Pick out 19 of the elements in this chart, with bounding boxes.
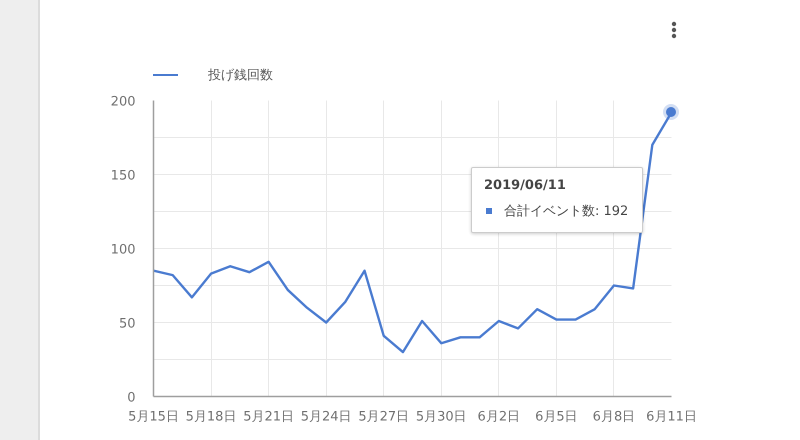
y-tick-label: 200 <box>110 94 136 110</box>
annotation: 2019/06/11 <box>484 177 567 195</box>
x-tick-label: 5月27日 <box>358 410 410 424</box>
tooltip: 2019/06/11 合計イベント数: 192 <box>471 167 644 233</box>
annotation: 合計イベント数: 192 <box>503 203 628 221</box>
x-tick-label: 6月11日 <box>646 410 697 424</box>
x-tick-label: 6月8日 <box>592 410 636 424</box>
x-tick-label: 5月30日 <box>416 410 467 424</box>
y-tick-label: 150 <box>110 168 136 184</box>
y-tick-label: 100 <box>110 242 136 258</box>
y-tick-label: 0 <box>127 390 136 406</box>
legend-label: 投げ銭回数 <box>208 67 273 84</box>
x-tick-label: 6月5日 <box>535 410 578 424</box>
x-tick-label: 5月15日 <box>128 410 179 424</box>
y-tick-label: 50 <box>118 316 136 332</box>
x-tick-label: 6月2日 <box>478 410 520 424</box>
x-tick-label: 5月18日 <box>186 410 236 424</box>
x-tick-label: 5月24日 <box>300 410 352 424</box>
x-tick-label: 5月21日 <box>243 410 294 424</box>
